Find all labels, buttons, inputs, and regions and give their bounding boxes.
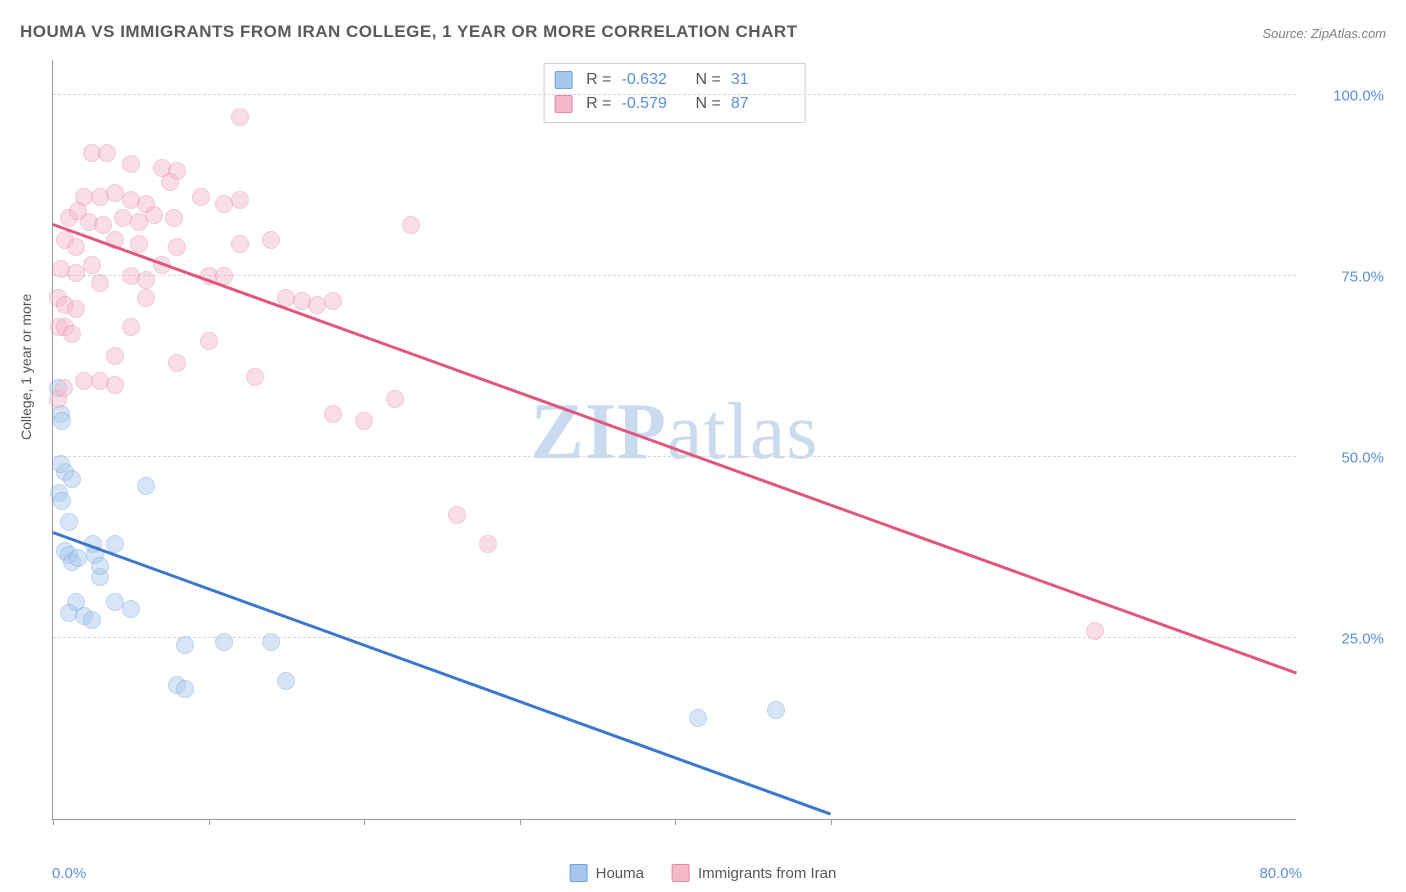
x-axis-label-min: 0.0% <box>52 865 86 882</box>
data-point-iran <box>67 300 85 318</box>
data-point-iran <box>386 390 404 408</box>
trend-line-iran <box>53 223 1298 674</box>
data-point-iran <box>130 235 148 253</box>
data-point-houma <box>53 492 71 510</box>
data-point-iran <box>448 506 466 524</box>
grid-line <box>53 94 1296 95</box>
data-point-houma <box>767 701 785 719</box>
data-point-houma <box>277 672 295 690</box>
stat-n-houma: 31 <box>731 68 791 92</box>
data-point-houma <box>176 636 194 654</box>
x-axis-label-max: 80.0% <box>1259 865 1302 882</box>
stat-r-houma: -0.632 <box>622 68 682 92</box>
stat-n-label: N = <box>696 68 721 92</box>
trend-line-houma <box>53 531 831 815</box>
x-tick <box>831 819 832 825</box>
data-point-houma <box>60 513 78 531</box>
data-point-iran <box>122 318 140 336</box>
y-axis-label: College, 1 year or more <box>18 294 34 440</box>
data-point-iran <box>137 271 155 289</box>
data-point-iran <box>165 209 183 227</box>
data-point-iran <box>161 173 179 191</box>
data-point-iran <box>324 292 342 310</box>
legend-label-houma: Houma <box>596 865 644 882</box>
data-point-houma <box>122 600 140 618</box>
correlation-stats-box: R = -0.632 N = 31 R = -0.579 N = 87 <box>543 63 806 123</box>
data-point-iran <box>324 405 342 423</box>
legend: Houma Immigrants from Iran <box>570 864 837 882</box>
data-point-iran <box>63 325 81 343</box>
data-point-iran <box>192 188 210 206</box>
data-point-iran <box>145 206 163 224</box>
data-point-iran <box>200 332 218 350</box>
data-point-houma <box>53 412 71 430</box>
legend-label-iran: Immigrants from Iran <box>698 865 836 882</box>
data-point-iran <box>262 231 280 249</box>
y-tick-label: 50.0% <box>1341 450 1384 467</box>
data-point-houma <box>69 549 87 567</box>
watermark-atlas: atlas <box>667 388 819 476</box>
x-tick <box>520 819 521 825</box>
data-point-iran <box>98 144 116 162</box>
data-point-iran <box>106 376 124 394</box>
stats-swatch-houma <box>554 71 572 89</box>
data-point-iran <box>231 191 249 209</box>
data-point-iran <box>246 368 264 386</box>
stat-r-label: R = <box>586 68 611 92</box>
stats-swatch-iran <box>554 95 572 113</box>
grid-line <box>53 456 1296 457</box>
chart-title: HOUMA VS IMMIGRANTS FROM IRAN COLLEGE, 1… <box>20 22 798 42</box>
y-tick-label: 75.0% <box>1341 269 1384 286</box>
grid-line <box>53 637 1296 638</box>
legend-item-iran: Immigrants from Iran <box>672 864 836 882</box>
data-point-houma <box>689 709 707 727</box>
data-point-iran <box>168 354 186 372</box>
stat-n-label: N = <box>696 92 721 116</box>
watermark: ZIPatlas <box>531 387 819 478</box>
data-point-houma <box>215 633 233 651</box>
legend-swatch-houma <box>570 864 588 882</box>
data-point-iran <box>55 379 73 397</box>
y-tick-label: 25.0% <box>1341 631 1384 648</box>
legend-swatch-iran <box>672 864 690 882</box>
grid-line <box>53 275 1296 276</box>
x-tick <box>209 819 210 825</box>
data-point-iran <box>122 155 140 173</box>
plot-area: ZIPatlas R = -0.632 N = 31 R = -0.579 N … <box>52 60 1296 820</box>
data-point-iran <box>1086 622 1104 640</box>
data-point-houma <box>91 557 109 575</box>
source-attribution: Source: ZipAtlas.com <box>1262 26 1386 41</box>
data-point-iran <box>137 289 155 307</box>
data-point-iran <box>479 535 497 553</box>
stats-row-iran: R = -0.579 N = 87 <box>554 92 791 116</box>
data-point-iran <box>83 256 101 274</box>
stat-n-iran: 87 <box>731 92 791 116</box>
data-point-houma <box>83 611 101 629</box>
data-point-iran <box>106 347 124 365</box>
legend-item-houma: Houma <box>570 864 644 882</box>
data-point-iran <box>355 412 373 430</box>
data-point-houma <box>262 633 280 651</box>
data-point-houma <box>63 470 81 488</box>
y-tick-label: 100.0% <box>1333 88 1384 105</box>
data-point-houma <box>176 680 194 698</box>
data-point-iran <box>91 274 109 292</box>
x-tick <box>53 819 54 825</box>
watermark-zip: ZIP <box>531 388 667 476</box>
data-point-iran <box>231 235 249 253</box>
stat-r-iran: -0.579 <box>622 92 682 116</box>
x-tick <box>675 819 676 825</box>
data-point-iran <box>231 108 249 126</box>
stats-row-houma: R = -0.632 N = 31 <box>554 68 791 92</box>
data-point-houma <box>137 477 155 495</box>
data-point-iran <box>67 238 85 256</box>
x-tick <box>364 819 365 825</box>
stat-r-label: R = <box>586 92 611 116</box>
data-point-iran <box>402 216 420 234</box>
data-point-iran <box>168 238 186 256</box>
